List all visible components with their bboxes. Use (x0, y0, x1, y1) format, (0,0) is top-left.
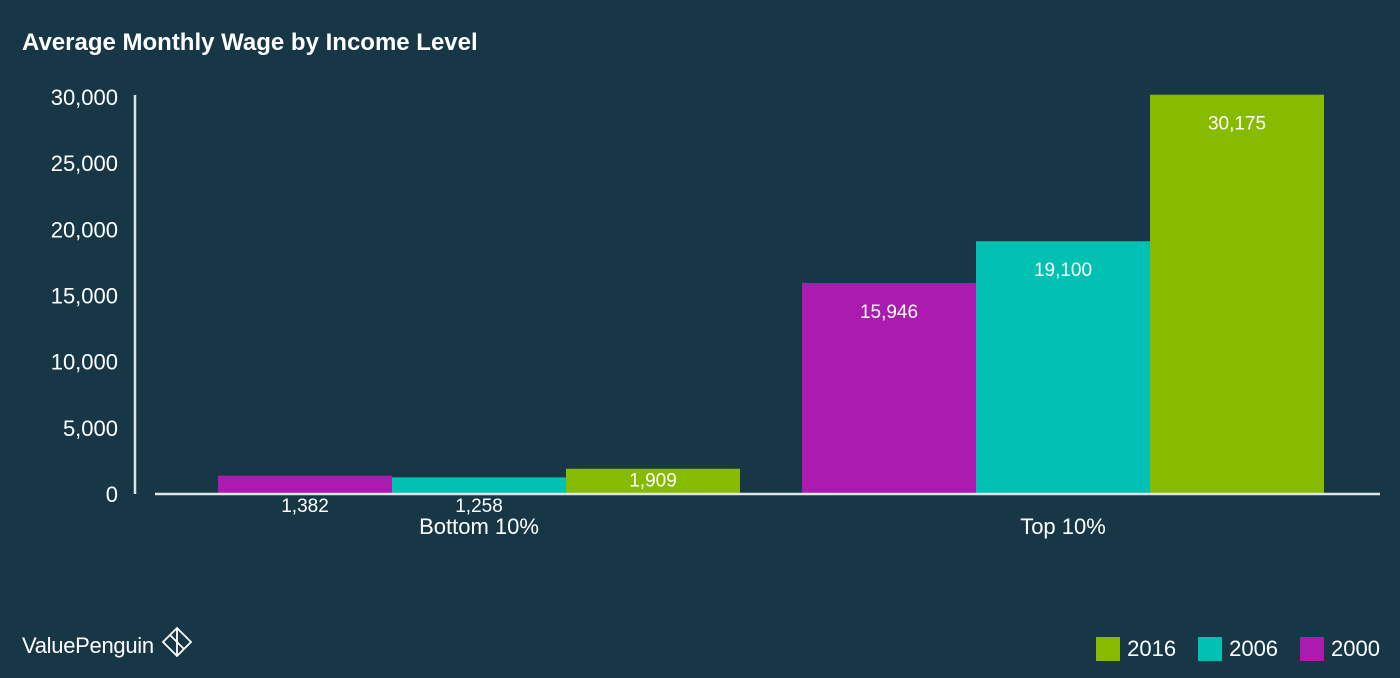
legend-label: 2000 (1331, 636, 1380, 661)
category-label: Bottom 10% (419, 514, 539, 539)
y-tick-label: 20,000 (51, 217, 118, 242)
legend-swatch (1198, 637, 1223, 661)
legend-item-2006: 2006 (1198, 636, 1278, 662)
value-label: 1,382 (281, 496, 329, 517)
y-tick-label: 10,000 (51, 350, 118, 375)
y-tick-label: 15,000 (51, 284, 118, 309)
legend-label: 2006 (1229, 636, 1279, 661)
bar-2000-bottom-10- (218, 475, 392, 494)
chart-title: Average Monthly Wage by Income Level (22, 29, 478, 56)
legend-swatch (1300, 637, 1325, 661)
bar-chart: 0 5,000 10,000 15,000 20,000 25,000 30,000 1,3… (51, 85, 1380, 539)
bar-group (218, 94, 1324, 494)
category-labels: Bottom 10% Top 10% (419, 514, 1106, 539)
legend-swatch (1096, 637, 1121, 661)
value-label: 1,258 (455, 496, 503, 517)
value-label: 30,175 (1208, 114, 1266, 135)
penguin-diamond-icon (160, 626, 194, 665)
category-label: Top 10% (1020, 514, 1106, 539)
value-label: 15,946 (860, 302, 918, 323)
bar-2016-top-10- (1150, 94, 1324, 494)
y-axis-ticks: 0 5,000 10,000 15,000 20,000 25,000 30,000 (51, 85, 118, 507)
bar-2000-top-10- (802, 282, 976, 494)
value-label: 19,100 (1034, 260, 1092, 281)
y-tick-label: 0 (106, 482, 118, 507)
y-tick-label: 5,000 (63, 416, 118, 441)
bar-2016-bottom-10- (566, 468, 740, 494)
bar-2006-bottom-10- (392, 477, 566, 494)
brand-logo: ValuePenguin (22, 626, 194, 665)
value-labels: 1,382 15,946 1,258 19,100 1,909 30,175 (281, 114, 1266, 517)
value-label: 1,909 (629, 471, 677, 492)
bar-2006-top-10- (976, 241, 1150, 494)
y-tick-label: 30,000 (51, 85, 118, 110)
y-tick-label: 25,000 (51, 151, 118, 176)
brand-name: ValuePenguin (22, 632, 154, 658)
legend: 2016 2006 2000 (1074, 636, 1380, 662)
legend-item-2000: 2000 (1300, 636, 1380, 662)
legend-item-2016: 2016 (1096, 636, 1176, 662)
legend-label: 2016 (1127, 636, 1177, 661)
